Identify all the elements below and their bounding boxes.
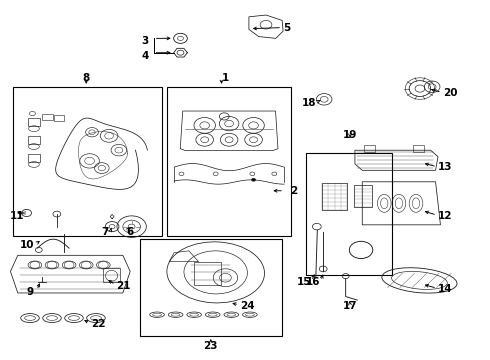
Circle shape (251, 178, 255, 181)
Text: 12: 12 (438, 211, 452, 221)
Text: 19: 19 (343, 130, 357, 140)
Text: 21: 21 (117, 281, 131, 291)
Text: 7: 7 (101, 227, 108, 237)
Text: 20: 20 (443, 88, 457, 98)
Bar (42, 114, 53, 120)
Bar (413, 145, 424, 152)
Bar (167, 87, 292, 235)
Bar (364, 145, 375, 152)
Text: 24: 24 (240, 301, 255, 311)
Bar (27, 154, 40, 162)
Text: 2: 2 (290, 186, 297, 196)
Text: 9: 9 (27, 287, 34, 297)
Text: 6: 6 (127, 227, 134, 237)
Text: 16: 16 (306, 277, 321, 287)
Bar (27, 136, 40, 144)
Bar (27, 118, 40, 126)
Text: 23: 23 (203, 341, 218, 351)
Text: 5: 5 (283, 23, 291, 33)
Text: 4: 4 (142, 51, 149, 61)
Bar (103, 268, 121, 282)
Text: 18: 18 (301, 98, 316, 108)
Text: 14: 14 (438, 284, 453, 294)
Text: 15: 15 (297, 277, 312, 287)
Bar (194, 262, 220, 285)
Bar (140, 239, 282, 336)
Text: 8: 8 (83, 73, 90, 83)
Bar (13, 87, 162, 235)
Bar (322, 183, 347, 210)
Text: 3: 3 (142, 36, 149, 46)
Bar (306, 153, 392, 275)
Text: 11: 11 (9, 211, 24, 221)
Bar (354, 185, 372, 207)
Text: 22: 22 (91, 319, 105, 329)
Text: 1: 1 (221, 73, 229, 83)
Text: 10: 10 (20, 239, 34, 249)
Text: 13: 13 (438, 162, 452, 172)
Text: 17: 17 (343, 301, 357, 311)
Bar (54, 114, 64, 121)
